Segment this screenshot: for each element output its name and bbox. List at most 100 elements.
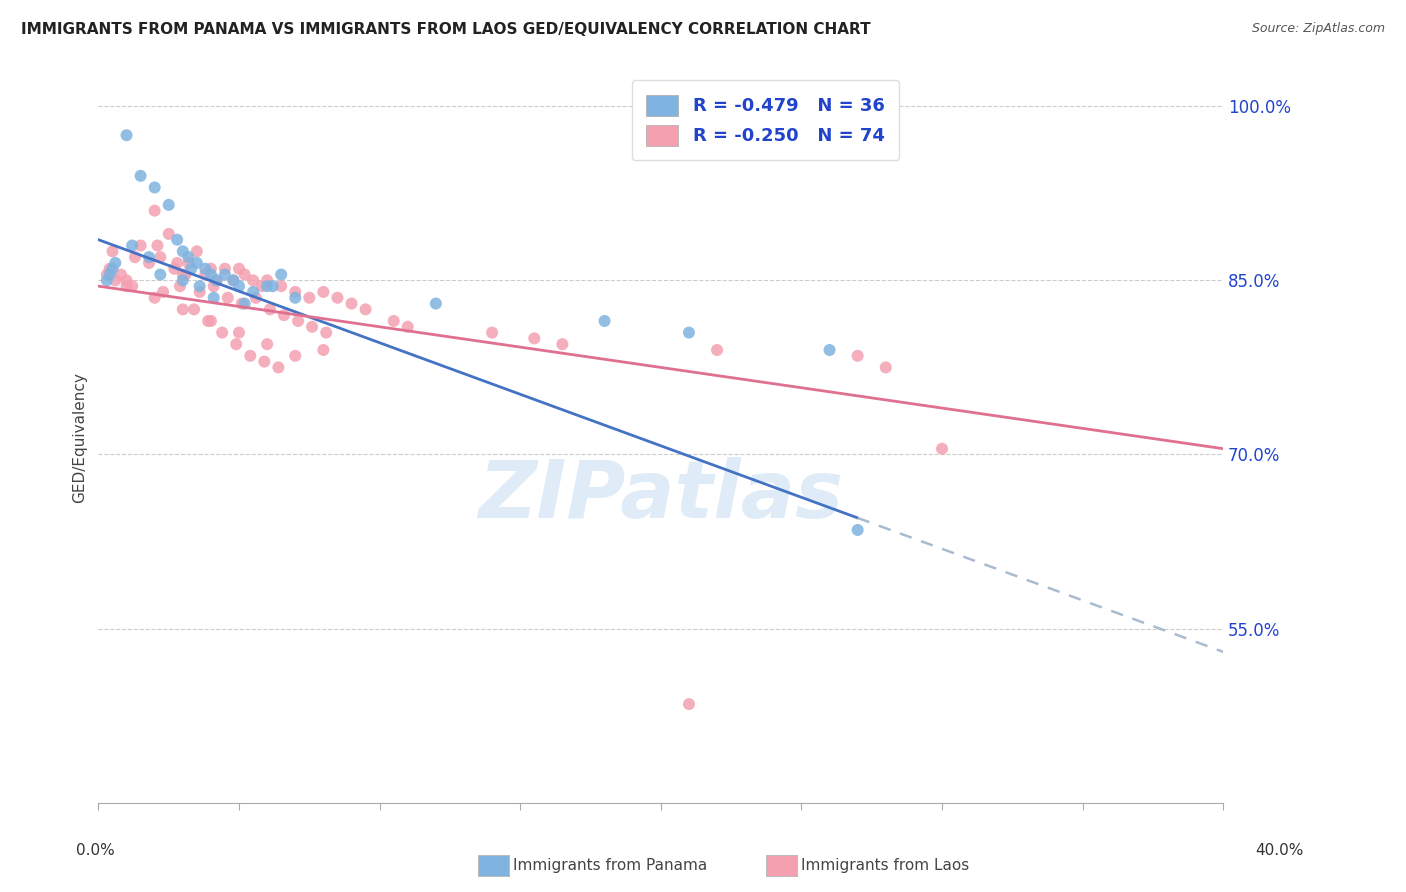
Point bbox=[98, 268, 121, 282]
Point bbox=[101, 261, 124, 276]
Point bbox=[326, 291, 349, 305]
Point bbox=[200, 314, 222, 328]
Point bbox=[121, 279, 143, 293]
Text: IMMIGRANTS FROM PANAMA VS IMMIGRANTS FROM LAOS GED/EQUIVALENCY CORRELATION CHART: IMMIGRANTS FROM PANAMA VS IMMIGRANTS FRO… bbox=[21, 22, 870, 37]
Point bbox=[256, 337, 278, 351]
Point bbox=[138, 256, 160, 270]
Point bbox=[200, 261, 222, 276]
Point bbox=[143, 291, 166, 305]
Text: Immigrants from Panama: Immigrants from Panama bbox=[513, 858, 707, 872]
Point bbox=[166, 256, 188, 270]
Point bbox=[163, 261, 186, 276]
Point bbox=[284, 349, 307, 363]
Point bbox=[214, 268, 236, 282]
Point bbox=[523, 331, 546, 345]
Point bbox=[157, 198, 180, 212]
Point bbox=[678, 326, 700, 340]
Point bbox=[110, 268, 132, 282]
Point bbox=[284, 285, 307, 299]
Point bbox=[312, 343, 335, 357]
Point bbox=[121, 238, 143, 252]
Point bbox=[253, 354, 276, 368]
Point bbox=[354, 302, 377, 317]
Text: 40.0%: 40.0% bbox=[1256, 843, 1303, 858]
Point bbox=[301, 319, 323, 334]
Point bbox=[270, 279, 292, 293]
Point bbox=[287, 314, 309, 328]
Point bbox=[200, 268, 222, 282]
Point bbox=[233, 296, 256, 310]
Point bbox=[706, 343, 728, 357]
Point bbox=[846, 349, 869, 363]
Point bbox=[846, 523, 869, 537]
Point bbox=[382, 314, 405, 328]
Point bbox=[273, 308, 295, 322]
Point bbox=[96, 268, 118, 282]
Text: Source: ZipAtlas.com: Source: ZipAtlas.com bbox=[1251, 22, 1385, 36]
Y-axis label: GED/Equivalency: GED/Equivalency bbox=[72, 372, 87, 502]
Point bbox=[129, 169, 152, 183]
Point bbox=[245, 291, 267, 305]
Point bbox=[115, 128, 138, 143]
Point bbox=[593, 314, 616, 328]
Point bbox=[172, 268, 194, 282]
Point bbox=[267, 360, 290, 375]
Point bbox=[211, 326, 233, 340]
Point bbox=[270, 268, 292, 282]
Point bbox=[104, 273, 127, 287]
Point bbox=[217, 291, 239, 305]
Point bbox=[425, 296, 447, 310]
Point bbox=[239, 349, 262, 363]
Point bbox=[205, 273, 228, 287]
Point bbox=[818, 343, 841, 357]
Point bbox=[186, 256, 208, 270]
Point bbox=[149, 268, 172, 282]
Point bbox=[166, 233, 188, 247]
Point bbox=[149, 250, 172, 264]
Point bbox=[228, 326, 250, 340]
Point bbox=[202, 291, 225, 305]
Point bbox=[256, 273, 278, 287]
Point bbox=[124, 250, 146, 264]
Point bbox=[188, 285, 211, 299]
Point bbox=[202, 279, 225, 293]
Point bbox=[481, 326, 503, 340]
Point bbox=[340, 296, 363, 310]
Point bbox=[233, 268, 256, 282]
Text: ZIPatlas: ZIPatlas bbox=[478, 457, 844, 534]
Point bbox=[115, 279, 138, 293]
Point bbox=[298, 291, 321, 305]
Point bbox=[228, 279, 250, 293]
Point bbox=[104, 256, 127, 270]
Point bbox=[256, 279, 278, 293]
Point bbox=[315, 326, 337, 340]
Point bbox=[180, 261, 202, 276]
Point bbox=[231, 296, 253, 310]
Point bbox=[101, 244, 124, 259]
Legend: R = -0.479   N = 36, R = -0.250   N = 74: R = -0.479 N = 36, R = -0.250 N = 74 bbox=[631, 80, 900, 160]
Point bbox=[222, 273, 245, 287]
Point bbox=[312, 285, 335, 299]
Point bbox=[115, 273, 138, 287]
Point bbox=[177, 256, 200, 270]
Point bbox=[242, 285, 264, 299]
Point bbox=[143, 203, 166, 218]
Point bbox=[284, 291, 307, 305]
Point bbox=[678, 697, 700, 711]
Point bbox=[186, 244, 208, 259]
Text: 0.0%: 0.0% bbox=[76, 843, 115, 858]
Point bbox=[262, 279, 284, 293]
Point bbox=[188, 279, 211, 293]
Point bbox=[146, 238, 169, 252]
Point bbox=[172, 273, 194, 287]
Point bbox=[177, 250, 200, 264]
Point bbox=[396, 319, 419, 334]
Point bbox=[875, 360, 897, 375]
Point bbox=[222, 273, 245, 287]
Point bbox=[96, 273, 118, 287]
Point bbox=[172, 244, 194, 259]
Point bbox=[157, 227, 180, 241]
Text: Immigrants from Laos: Immigrants from Laos bbox=[801, 858, 970, 872]
Point bbox=[174, 268, 197, 282]
Point bbox=[143, 180, 166, 194]
